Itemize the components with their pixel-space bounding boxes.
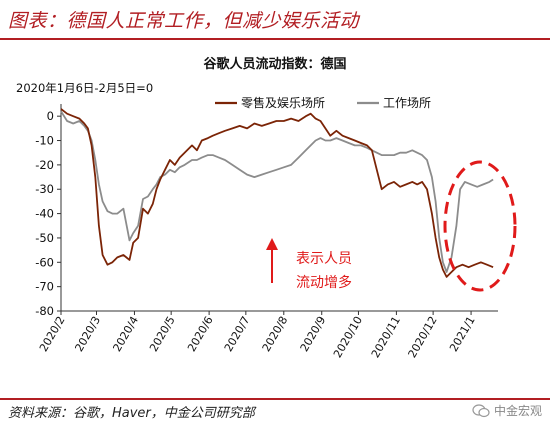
- y-tick-label: -30: [35, 182, 54, 196]
- x-tick-label: 2020/5: [147, 314, 178, 354]
- source-note: 资料来源：谷歌，Haver，中金公司研究部: [8, 406, 255, 421]
- title-rule: [0, 38, 550, 40]
- highlight-ellipse: [443, 160, 517, 292]
- chart-note: 2020年1月6日-2月5日=0: [16, 81, 153, 95]
- annotation-text: 流动增多: [296, 274, 352, 291]
- legend-label: 工作场所: [383, 96, 431, 110]
- y-tick-label: -40: [35, 207, 54, 221]
- y-tick-label: -80: [35, 304, 54, 318]
- y-tick-label: -20: [35, 158, 54, 172]
- x-tick-label: 2020/12: [406, 314, 440, 360]
- chart-title: 谷歌人员流动指数：德国: [203, 56, 346, 72]
- x-tick-label: 2020/10: [331, 314, 365, 360]
- x-tick-label: 2020/7: [222, 314, 253, 354]
- watermark-label: 中金宏观: [493, 404, 542, 418]
- x-tick-label: 2020/2: [37, 314, 68, 354]
- x-tick-label: 2020/11: [369, 314, 403, 360]
- x-tick-label: 2020/4: [110, 314, 141, 354]
- series-line-retail: [60, 108, 494, 278]
- y-tick-label: -50: [35, 231, 54, 245]
- x-tick-label: 2021/1: [447, 314, 478, 354]
- wechat-icon: [472, 403, 490, 417]
- x-tick-label: 2020/3: [72, 314, 103, 354]
- y-tick-label: -70: [35, 280, 54, 294]
- x-tick-label: 2020/6: [185, 314, 216, 354]
- series-line-workplace: [60, 110, 494, 273]
- y-tick-label: -10: [35, 134, 54, 148]
- annotation-text: 表示人员: [296, 251, 352, 267]
- y-tick-label: -60: [35, 255, 54, 269]
- source-rule: [0, 398, 550, 400]
- x-tick-label: 2020/9: [298, 314, 329, 354]
- watermark: 中金宏观: [472, 402, 542, 419]
- figure-title: 图表：德国人正常工作，但减少娱乐活动: [8, 10, 360, 32]
- y-tick-label: 0: [47, 109, 54, 123]
- legend-label: 零售及娱乐场所: [241, 95, 325, 110]
- x-tick-label: 2020/8: [260, 314, 291, 354]
- annotation-arrow-head: [266, 238, 278, 250]
